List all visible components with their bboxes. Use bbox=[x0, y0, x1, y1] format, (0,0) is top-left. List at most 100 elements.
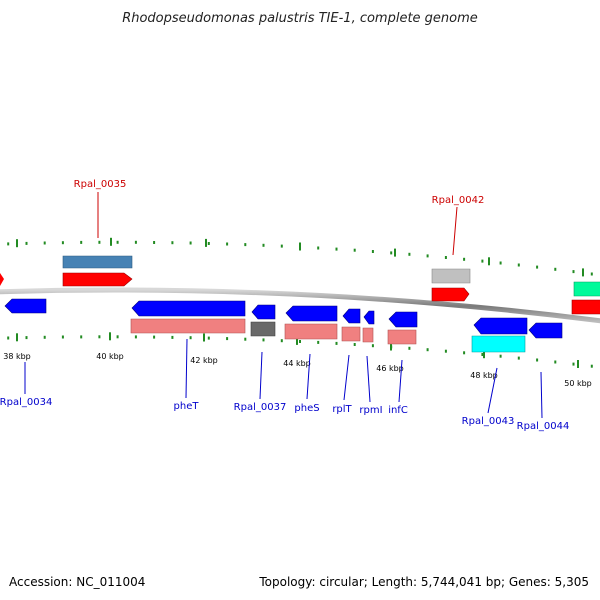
leader-line-rpal-0042 bbox=[452, 206, 458, 256]
gene-label-rpal-0034[interactable]: Rpal_0034 bbox=[0, 397, 52, 408]
tick-minor bbox=[98, 240, 101, 244]
tick-minor bbox=[80, 240, 83, 244]
tick-minor bbox=[226, 242, 229, 246]
feature-phet-annotation[interactable] bbox=[130, 318, 246, 334]
tick-minor bbox=[353, 343, 356, 346]
tick-major bbox=[296, 336, 298, 345]
leader-line-phet bbox=[185, 338, 188, 399]
feature-right-annotation[interactable] bbox=[573, 281, 600, 297]
tick-minor bbox=[408, 252, 411, 256]
leader-line-rpal-0043 bbox=[487, 367, 498, 414]
feature-rpal-0044-cds[interactable] bbox=[528, 322, 563, 339]
gene-label-rpal-0035[interactable]: Rpal_0035 bbox=[74, 179, 127, 190]
gene-label-rplt[interactable]: rplT bbox=[332, 404, 352, 415]
feature-phet-cds[interactable] bbox=[131, 300, 246, 317]
tick-minor bbox=[134, 240, 137, 244]
tick-minor bbox=[444, 349, 447, 353]
tick-minor bbox=[499, 261, 502, 265]
tick-minor bbox=[317, 340, 320, 344]
tick-major bbox=[205, 238, 207, 247]
map-title: Rhodopseudomonas palustris TIE-1, comple… bbox=[122, 11, 478, 26]
feature-rpmi-cds[interactable] bbox=[363, 310, 375, 325]
feature-rpal-0035-annotation[interactable] bbox=[62, 255, 133, 269]
leader-line-phes bbox=[306, 353, 311, 400]
tick-minor bbox=[244, 243, 247, 247]
tick-minor bbox=[426, 348, 429, 352]
gene-label-rpal-0043[interactable]: Rpal_0043 bbox=[462, 416, 515, 427]
tick-minor bbox=[590, 364, 593, 368]
tick-minor bbox=[554, 267, 557, 271]
tick-minor bbox=[371, 250, 374, 253]
tick-minor bbox=[317, 246, 320, 250]
feature-rplt-annotation[interactable] bbox=[341, 326, 361, 342]
tick-minor bbox=[463, 257, 466, 261]
tick-minor bbox=[25, 336, 28, 340]
tick-minor bbox=[7, 242, 10, 246]
tick-major bbox=[390, 342, 392, 351]
tick-minor bbox=[572, 362, 575, 366]
feature-rpal-0037-cds[interactable] bbox=[251, 304, 276, 320]
feature-rplt-cds[interactable] bbox=[342, 308, 361, 324]
genome-summary-text: Topology: circular; Length: 5,744,041 bp… bbox=[259, 575, 589, 589]
feature-partial-cds-left[interactable] bbox=[0, 273, 4, 286]
tick-minor bbox=[80, 335, 83, 339]
gene-label-rpal-0044[interactable]: Rpal_0044 bbox=[517, 421, 570, 432]
tick-minor bbox=[171, 241, 174, 245]
tick-major bbox=[394, 248, 396, 257]
tick-minor bbox=[499, 354, 502, 358]
tick-minor bbox=[390, 251, 393, 255]
tick-label: 46 kbp bbox=[376, 364, 404, 373]
feature-rpal-0037-annotation[interactable] bbox=[250, 321, 276, 337]
tick-minor bbox=[463, 351, 466, 355]
outer-tick-track bbox=[7, 237, 593, 277]
feature-rpal-0042-cds[interactable] bbox=[431, 287, 470, 302]
tick-label: 44 kbp bbox=[283, 359, 311, 368]
feature-rpmi-annotation[interactable] bbox=[362, 327, 374, 343]
tick-minor bbox=[280, 339, 283, 343]
tick-major bbox=[109, 332, 111, 341]
leader-line-rplt bbox=[343, 354, 350, 401]
feature-rpal-0043-cds[interactable] bbox=[473, 317, 528, 335]
feature-rpal-0043-annotation[interactable] bbox=[471, 335, 526, 353]
gene-label-infc[interactable]: infC bbox=[388, 405, 408, 416]
tick-minor bbox=[25, 241, 28, 245]
tick-label: 42 kbp bbox=[190, 356, 218, 365]
gene-label-rpmi[interactable]: rpmI bbox=[359, 405, 382, 416]
tick-minor bbox=[353, 248, 356, 252]
gene-label-rpal-0037[interactable]: Rpal_0037 bbox=[234, 402, 287, 413]
tick-minor bbox=[262, 338, 265, 342]
tick-minor bbox=[536, 265, 539, 269]
feature-infc-annotation[interactable] bbox=[387, 329, 417, 345]
feature-right-cds[interactable] bbox=[571, 299, 600, 315]
tick-minor bbox=[335, 247, 338, 251]
tick-major bbox=[488, 257, 490, 266]
tick-minor bbox=[189, 241, 192, 245]
gene-label-rpal-0042[interactable]: Rpal_0042 bbox=[432, 195, 485, 206]
tick-minor bbox=[43, 241, 46, 245]
tick-label: 50 kbp bbox=[564, 379, 592, 388]
tick-minor bbox=[43, 335, 46, 339]
feature-infc-cds[interactable] bbox=[388, 311, 418, 328]
leader-line-rpal-0044 bbox=[540, 371, 543, 419]
tick-minor bbox=[536, 358, 539, 362]
feature-rpal-0034-cds[interactable] bbox=[4, 298, 47, 314]
tick-major bbox=[16, 239, 18, 248]
feature-phes-cds[interactable] bbox=[285, 305, 338, 322]
tick-minor bbox=[134, 335, 137, 339]
feature-phes-annotation[interactable] bbox=[284, 323, 338, 340]
inner-tick-track bbox=[7, 332, 593, 368]
accession-text: Accession: NC_011004 bbox=[9, 575, 146, 589]
gene-label-phet[interactable]: pheT bbox=[174, 401, 200, 412]
tick-minor bbox=[444, 256, 447, 259]
tick-minor bbox=[262, 243, 265, 247]
tick-minor bbox=[517, 356, 520, 360]
tick-major bbox=[203, 333, 205, 342]
feature-rpal-0035-cds[interactable] bbox=[62, 272, 133, 287]
tick-major bbox=[483, 350, 485, 359]
tick-minor bbox=[171, 335, 174, 339]
tick-minor bbox=[61, 241, 64, 245]
tick-minor bbox=[116, 240, 119, 244]
feature-rpal-0042-annotation[interactable] bbox=[431, 268, 471, 284]
gene-label-phes[interactable]: pheS bbox=[294, 403, 319, 414]
